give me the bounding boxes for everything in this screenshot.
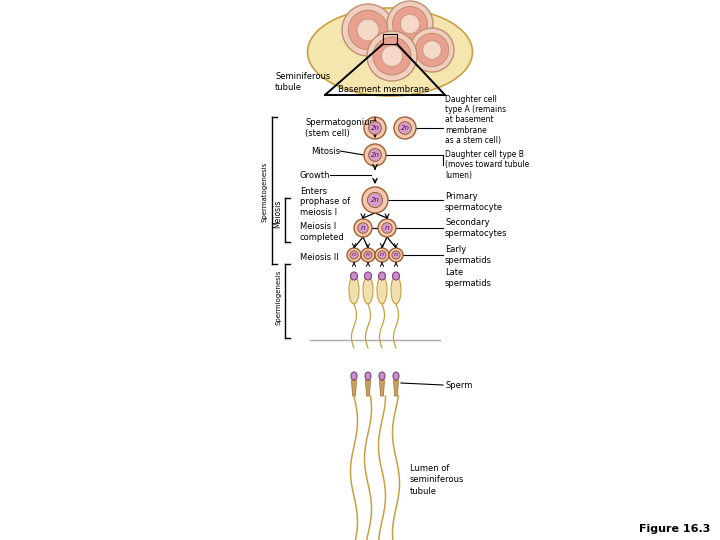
Ellipse shape — [391, 276, 401, 304]
Text: Early
spermatids: Early spermatids — [445, 245, 492, 265]
Circle shape — [342, 4, 394, 56]
Text: Seminiferous
tubule: Seminiferous tubule — [275, 72, 330, 92]
Circle shape — [375, 248, 389, 262]
Text: n: n — [361, 225, 365, 231]
Text: Basement membrane: Basement membrane — [338, 85, 429, 94]
Circle shape — [389, 248, 403, 262]
Text: Figure 16.3: Figure 16.3 — [639, 524, 710, 534]
Text: n: n — [352, 253, 356, 258]
Text: Daughter cell
type A (remains
at basement
membrane
as a stem cell): Daughter cell type A (remains at basemen… — [445, 94, 506, 145]
Text: n: n — [366, 253, 370, 258]
Ellipse shape — [364, 272, 372, 280]
Ellipse shape — [377, 276, 387, 304]
Circle shape — [350, 251, 358, 259]
Ellipse shape — [351, 272, 358, 280]
Circle shape — [410, 28, 454, 72]
Ellipse shape — [363, 276, 373, 304]
Text: Lumen of
seminiferous
tubule: Lumen of seminiferous tubule — [410, 464, 464, 496]
Bar — [383, 34, 397, 44]
Text: Mitosis: Mitosis — [311, 146, 340, 156]
Circle shape — [364, 144, 386, 166]
Circle shape — [382, 45, 402, 66]
Text: Late
spermatids: Late spermatids — [445, 268, 492, 288]
Circle shape — [361, 248, 375, 262]
Text: n: n — [394, 253, 398, 258]
Text: n: n — [380, 253, 384, 258]
Text: Daughter cell type B
(moves toward tubule
lumen): Daughter cell type B (moves toward tubul… — [445, 150, 529, 180]
Circle shape — [392, 6, 428, 42]
Text: Spermiogenesis: Spermiogenesis — [275, 270, 281, 325]
Circle shape — [347, 248, 361, 262]
Ellipse shape — [393, 372, 399, 380]
Ellipse shape — [392, 272, 400, 280]
Text: 2n: 2n — [400, 125, 410, 131]
Polygon shape — [379, 380, 384, 396]
Circle shape — [367, 192, 382, 207]
Text: 2n: 2n — [371, 152, 379, 158]
Circle shape — [399, 122, 411, 134]
Circle shape — [392, 251, 400, 259]
Text: Spermatogenesis: Spermatogenesis — [261, 161, 267, 222]
Circle shape — [369, 122, 382, 134]
Text: Growth: Growth — [300, 171, 330, 179]
Ellipse shape — [379, 372, 385, 380]
Circle shape — [364, 117, 386, 139]
Ellipse shape — [351, 372, 357, 380]
Circle shape — [369, 148, 382, 161]
Polygon shape — [394, 380, 398, 396]
Polygon shape — [351, 380, 356, 396]
Circle shape — [394, 117, 416, 139]
Circle shape — [373, 37, 411, 75]
Circle shape — [348, 10, 388, 50]
Text: Secondary
spermatocytes: Secondary spermatocytes — [445, 218, 508, 238]
Ellipse shape — [307, 8, 472, 96]
Circle shape — [423, 40, 441, 59]
Circle shape — [364, 251, 372, 259]
Circle shape — [378, 219, 396, 237]
Circle shape — [354, 219, 372, 237]
Circle shape — [357, 19, 379, 41]
Text: 2n: 2n — [371, 197, 379, 203]
Text: Sperm: Sperm — [445, 381, 472, 389]
Circle shape — [387, 1, 433, 47]
Text: Meiosis II: Meiosis II — [300, 253, 338, 261]
Circle shape — [378, 251, 386, 259]
Text: n: n — [384, 225, 390, 231]
Polygon shape — [366, 380, 371, 396]
Ellipse shape — [379, 272, 385, 280]
Text: Meiosis: Meiosis — [274, 200, 282, 228]
Circle shape — [415, 33, 449, 67]
Text: 2n: 2n — [371, 125, 379, 131]
Circle shape — [382, 223, 392, 233]
Text: Meiosis I
completed: Meiosis I completed — [300, 222, 345, 242]
Ellipse shape — [349, 276, 359, 304]
Text: Spermatogonium
(stem cell): Spermatogonium (stem cell) — [305, 118, 377, 138]
Circle shape — [400, 15, 420, 33]
Circle shape — [367, 31, 417, 81]
Ellipse shape — [365, 372, 371, 380]
Text: Primary
spermatocyte: Primary spermatocyte — [445, 192, 503, 212]
Circle shape — [362, 187, 388, 213]
Text: Enters
prophase of
meiosis I: Enters prophase of meiosis I — [300, 187, 350, 217]
Circle shape — [358, 223, 368, 233]
